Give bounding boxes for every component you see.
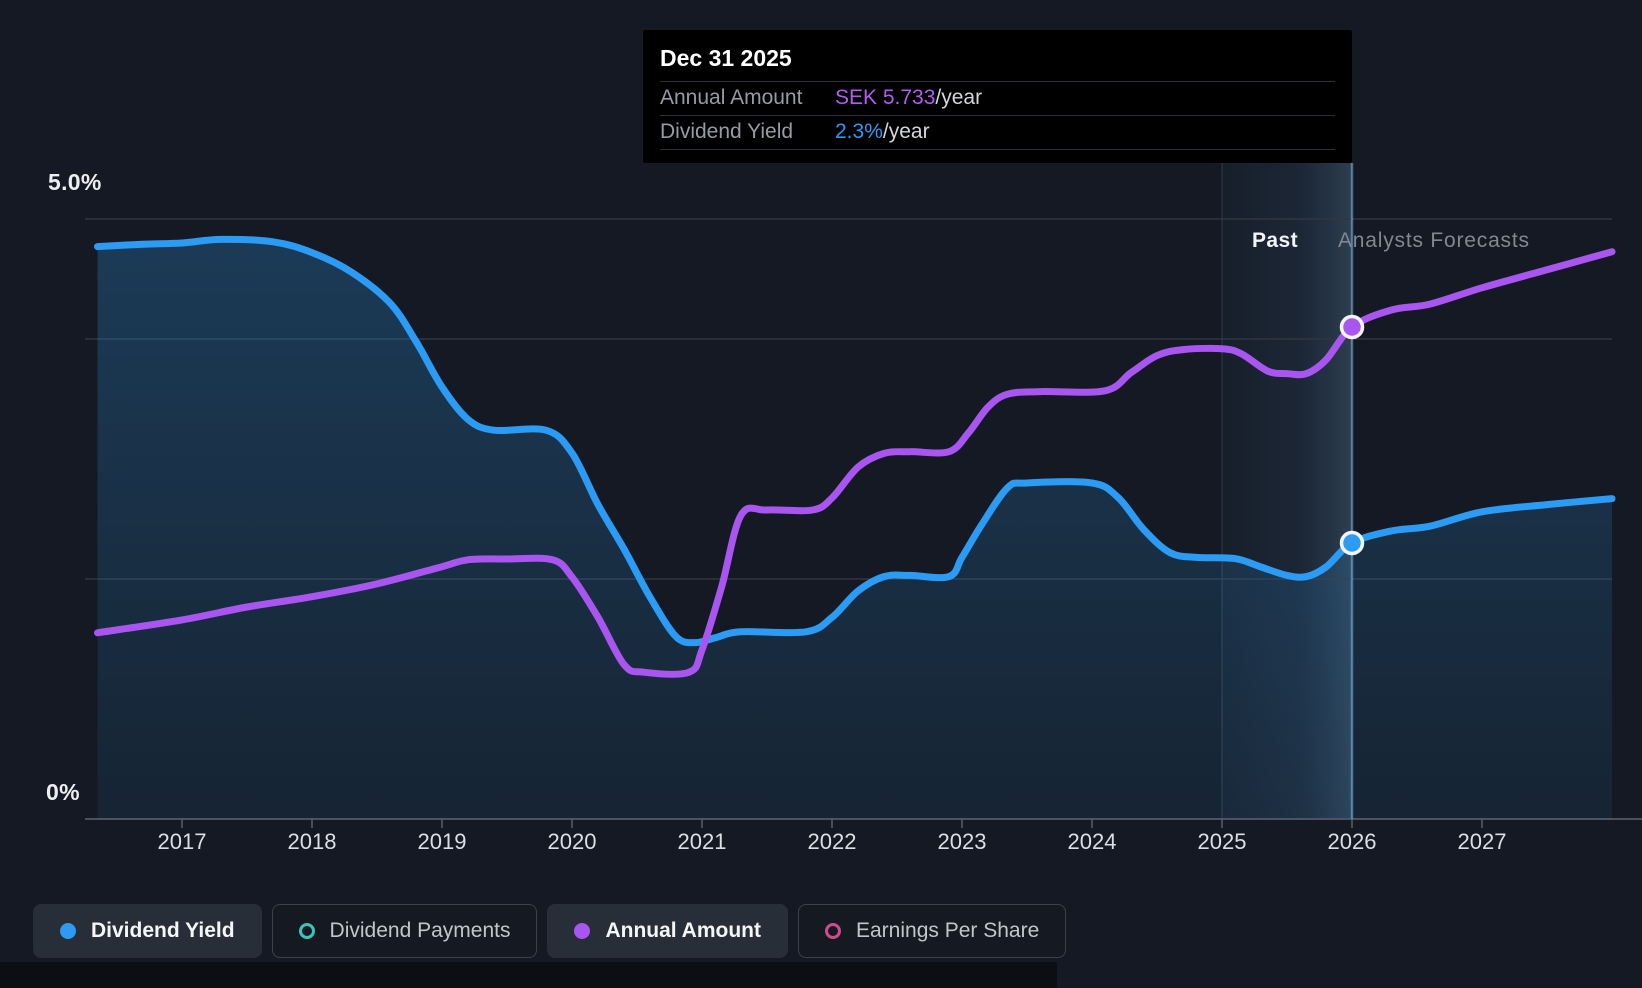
y-axis-label-zero: 0%: [46, 779, 80, 805]
legend-item-dividend-yield[interactable]: Dividend Yield: [33, 904, 262, 958]
x-axis-label-2018: 2018: [287, 829, 337, 854]
tooltip-row-value: 2.3%: [835, 120, 883, 143]
x-axis-label-2020: 2020: [547, 829, 597, 854]
x-axis-label-2021: 2021: [677, 829, 727, 854]
chart-tooltip: Dec 31 2025 Annual Amount SEK 5.733/year D…: [643, 30, 1352, 163]
forecast-zone-label: Analysts Forecasts: [1338, 229, 1530, 252]
legend-item-dividend-payments[interactable]: Dividend Payments: [271, 904, 538, 958]
tooltip-date: Dec 31 2025: [660, 30, 1335, 82]
tooltip-rows: Annual Amount SEK 5.733/year Dividend Yiel…: [660, 82, 1335, 150]
x-axis-label-2024: 2024: [1067, 829, 1117, 854]
dividend-yield-marker-icon: [60, 923, 76, 939]
tooltip-row: Dividend Yield 2.3%/year: [660, 116, 1335, 150]
legend-item-label: Earnings Per Share: [856, 919, 1040, 942]
x-axis-label-2027: 2027: [1457, 829, 1507, 854]
x-axis-label-2022: 2022: [807, 829, 857, 854]
x-axis-label-2025: 2025: [1197, 829, 1247, 854]
x-axis-label-2026: 2026: [1327, 829, 1377, 854]
chart-legend: Dividend Yield Dividend Payments Annual Am…: [33, 904, 1067, 958]
past-zone-label: Past: [1252, 229, 1298, 252]
annual-amount-marker[interactable]: [1339, 314, 1365, 340]
tooltip-row-label: Annual Amount: [660, 86, 803, 109]
legend-item-label: Dividend Payments: [329, 919, 511, 942]
annual-amount-marker-icon: [574, 923, 591, 939]
legend-item-annual-amount[interactable]: Annual Amount: [547, 904, 788, 958]
x-axis-label-2017: 2017: [157, 829, 207, 854]
legend-item-label: Annual Amount: [605, 919, 761, 942]
earnings-per-share-marker-icon: [825, 923, 841, 939]
annual-amount-line: [94, 248, 1616, 678]
tooltip-row-suffix: /year: [935, 86, 983, 109]
x-axis-label-2019: 2019: [417, 829, 467, 854]
legend-item-label: Dividend Yield: [91, 919, 235, 942]
dividend-yield-area: [97, 239, 1612, 819]
dividend-yield-line: [94, 235, 1616, 647]
tooltip-row-suffix: /year: [882, 120, 930, 143]
tooltip-row-label: Dividend Yield: [660, 120, 794, 143]
bottom-bar: [0, 962, 1057, 988]
y-axis-label-max: 5.0%: [48, 169, 102, 195]
x-axis-label-2023: 2023: [937, 829, 987, 854]
dividend-payments-marker-icon: [298, 923, 315, 939]
tooltip-row: Annual Amount SEK 5.733/year: [660, 82, 1335, 116]
dividend-yield-marker[interactable]: [1339, 530, 1365, 556]
legend-item-earnings-per-share[interactable]: Earnings Per Share: [798, 904, 1067, 958]
tooltip-row-value: SEK 5.733: [835, 86, 936, 109]
